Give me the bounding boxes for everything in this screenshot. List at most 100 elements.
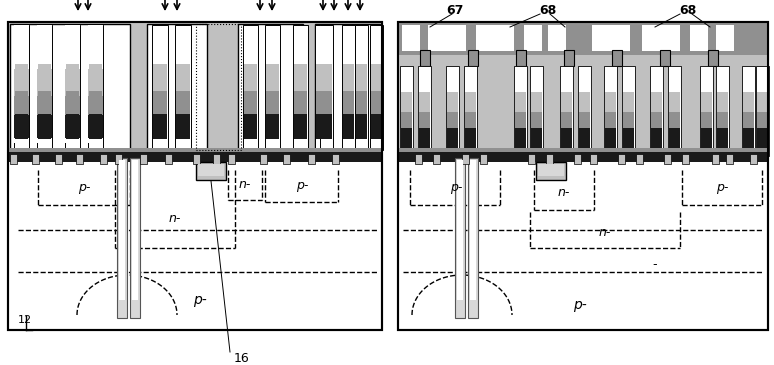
Bar xyxy=(428,25,466,51)
Bar xyxy=(196,162,226,180)
Bar xyxy=(293,25,308,150)
Bar xyxy=(321,91,332,114)
Text: p-: p- xyxy=(573,298,587,312)
Bar xyxy=(130,158,140,318)
Bar xyxy=(546,154,553,164)
Bar xyxy=(536,162,566,180)
Bar xyxy=(669,67,680,92)
Bar xyxy=(650,66,663,156)
Bar xyxy=(447,128,458,148)
Bar xyxy=(579,112,590,128)
Bar xyxy=(668,66,681,156)
Bar xyxy=(65,138,80,142)
Bar xyxy=(316,64,329,91)
Bar xyxy=(356,114,367,138)
Bar xyxy=(690,25,708,51)
Bar xyxy=(447,92,458,112)
Bar xyxy=(531,67,542,92)
Bar xyxy=(244,26,257,64)
Bar xyxy=(743,67,754,92)
Bar xyxy=(15,64,28,91)
Bar xyxy=(321,64,332,91)
Bar xyxy=(260,154,267,164)
Bar xyxy=(371,64,382,91)
Bar xyxy=(401,67,412,92)
Bar xyxy=(605,92,616,112)
Bar xyxy=(370,25,383,150)
Bar xyxy=(65,25,80,150)
Bar xyxy=(308,154,315,164)
Bar xyxy=(398,148,768,153)
Bar xyxy=(228,154,235,164)
Bar xyxy=(343,64,354,91)
Bar xyxy=(446,66,459,156)
Bar xyxy=(664,154,671,164)
Bar xyxy=(238,24,303,150)
Bar xyxy=(465,112,476,128)
Bar xyxy=(564,50,574,66)
Bar xyxy=(10,24,130,150)
Bar xyxy=(32,154,39,164)
Bar xyxy=(315,24,380,150)
Bar xyxy=(244,64,257,91)
Bar xyxy=(515,128,526,148)
Bar xyxy=(266,91,279,114)
Text: 12: 12 xyxy=(18,315,33,325)
Bar xyxy=(343,91,354,114)
Bar xyxy=(65,96,80,115)
Bar xyxy=(294,114,307,138)
Bar xyxy=(266,26,279,64)
Bar xyxy=(153,114,167,138)
Bar xyxy=(712,154,719,164)
Bar xyxy=(701,128,712,148)
Bar xyxy=(244,114,257,138)
Bar xyxy=(14,115,29,138)
Bar xyxy=(399,64,767,160)
Bar xyxy=(15,26,28,64)
Bar xyxy=(175,25,191,150)
Bar xyxy=(457,160,463,300)
Bar xyxy=(320,25,333,150)
Bar xyxy=(66,26,79,64)
Bar xyxy=(37,96,52,115)
Bar xyxy=(623,92,634,112)
Bar xyxy=(65,115,80,138)
Bar xyxy=(38,91,51,114)
Text: 68: 68 xyxy=(539,4,557,16)
Bar xyxy=(244,91,257,114)
Bar xyxy=(750,154,757,164)
Bar xyxy=(531,128,542,148)
Bar xyxy=(757,92,768,112)
Bar xyxy=(88,25,103,150)
Bar xyxy=(618,154,625,164)
Bar xyxy=(38,26,51,64)
Bar xyxy=(332,154,339,164)
Bar xyxy=(592,25,630,51)
Bar xyxy=(132,160,138,300)
Bar xyxy=(757,128,768,148)
Bar xyxy=(321,26,332,64)
Bar xyxy=(371,91,382,114)
Bar xyxy=(152,25,168,150)
Bar xyxy=(651,92,662,112)
Bar xyxy=(623,67,634,92)
Bar xyxy=(476,25,514,51)
Bar xyxy=(355,25,368,150)
Bar xyxy=(9,23,381,160)
Text: n-: n- xyxy=(239,177,252,191)
Bar xyxy=(516,50,526,66)
Bar xyxy=(65,69,80,96)
Bar xyxy=(612,50,622,66)
Bar xyxy=(88,96,103,115)
Bar xyxy=(15,114,28,138)
Bar xyxy=(669,92,680,112)
Bar xyxy=(605,128,616,148)
Bar xyxy=(89,64,102,91)
Bar xyxy=(623,112,634,128)
Bar xyxy=(468,158,478,318)
Bar xyxy=(604,66,617,156)
Bar xyxy=(465,67,476,92)
Bar xyxy=(176,26,190,64)
Bar xyxy=(14,96,29,115)
Bar xyxy=(561,67,572,92)
